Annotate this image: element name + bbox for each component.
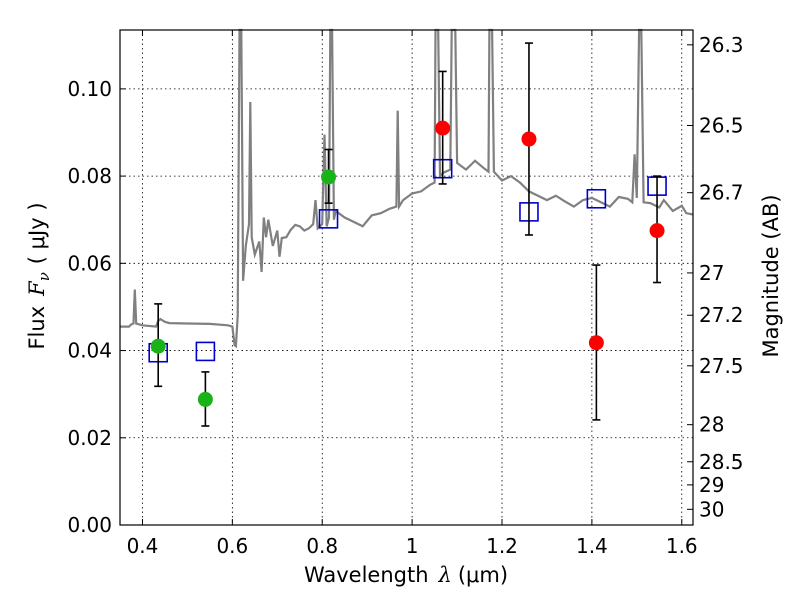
y-label-subscript: ν: [35, 272, 53, 281]
red-data-point: [588, 335, 604, 351]
right-tick-label: 26.7: [699, 181, 744, 205]
x-label-symbol: λ: [438, 563, 452, 587]
y-tick-label: 0.02: [67, 426, 112, 450]
right-tick-label: 27.5: [699, 354, 744, 378]
right-tick-label: 28.5: [699, 450, 744, 474]
x-tick-label: 0.4: [127, 534, 159, 558]
x-tick-label: 1.2: [486, 534, 518, 558]
right-tick-label: 29: [699, 473, 724, 497]
x-tick-label: 0.6: [216, 534, 248, 558]
y-tick-label: 0.04: [67, 339, 112, 363]
right-tick-label: 28: [699, 413, 724, 437]
right-axis-label: Magnitude (AB): [759, 194, 783, 357]
y-tick-label: 0.06: [67, 251, 112, 275]
x-tick-label: 0.8: [306, 534, 338, 558]
grid-lines: [120, 30, 693, 525]
plot-frame: [119, 29, 694, 526]
green-data-point: [197, 391, 213, 407]
model-square: [586, 188, 607, 209]
y-label-text: Flux: [25, 306, 49, 350]
x-tick-label: 1.4: [576, 534, 608, 558]
model-square: [318, 209, 339, 229]
right-tick-label: 30: [699, 497, 724, 521]
red-data-point: [435, 120, 451, 136]
green-data-point: [150, 338, 166, 354]
right-tick-label: 27: [699, 261, 724, 285]
y-tick-label: 0.10: [67, 77, 112, 101]
green-data-point: [321, 169, 337, 185]
right-tick-label: 26.3: [699, 33, 744, 57]
y-axis-label: Flux Fν ( μJy ): [25, 202, 53, 349]
model-spectrum: [120, 28, 694, 349]
observed-photometry-points: [150, 120, 665, 407]
y-tick-label: 0.08: [67, 164, 112, 188]
x-axis-ticks: 0.4 0.6 0.8 1 1.2 1.4 1.6: [127, 30, 698, 558]
model-square: [195, 341, 216, 362]
x-tick-label: 1: [406, 534, 419, 558]
model-photometry-squares: [148, 158, 667, 363]
x-tick-label: 1.6: [666, 534, 698, 558]
red-data-point: [649, 223, 665, 239]
x-axis-label: Wavelength λ (μm): [304, 563, 508, 587]
error-bars: [154, 42, 662, 427]
x-label-text: Wavelength: [304, 563, 429, 587]
x-label-unit: (μm): [458, 563, 508, 587]
right-tick-label: 26.5: [699, 114, 744, 138]
spectrum-line: [120, 28, 694, 349]
red-data-point: [521, 131, 537, 147]
right-tick-label: 27.2: [699, 303, 744, 327]
y-axis-ticks: 0.00 0.02 0.04 0.06 0.08 0.10: [67, 77, 126, 537]
y-tick-label: 0.00: [67, 513, 112, 537]
y-label-symbol: F: [25, 280, 49, 297]
y-label-unit: ( μJy ): [25, 202, 49, 264]
